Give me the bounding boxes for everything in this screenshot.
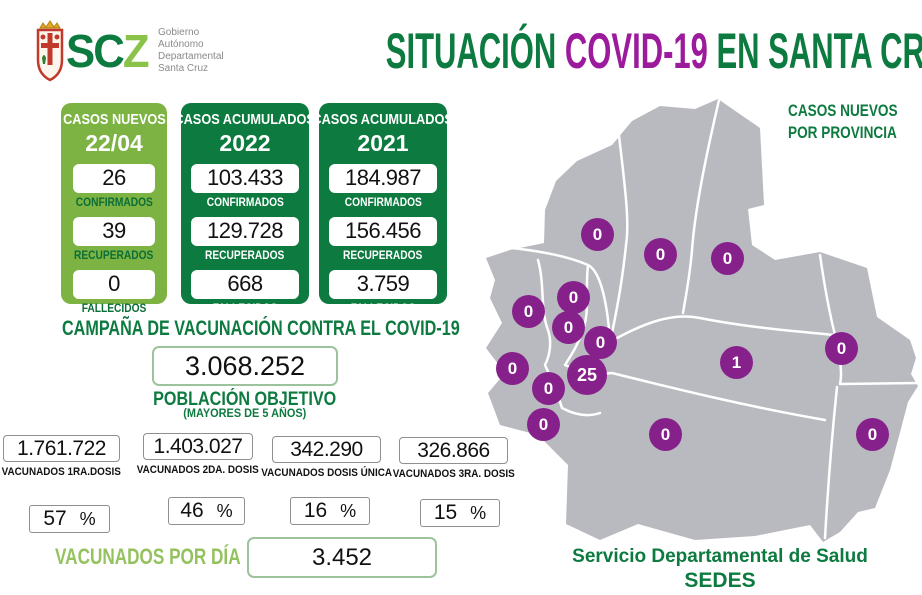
target-population-value: 3.068.252 (152, 346, 338, 386)
per-day-label: VACUNADOS POR DÍA (55, 544, 241, 569)
stat-label: CONFIRMADOS (206, 194, 284, 209)
card-acumulados-2022: CASOS ACUMULADOS 2022 103.433 CONFIRMADO… (175, 103, 315, 315)
sedes-footer: Servicio Departamental de Salud SEDES (540, 546, 900, 593)
per-day-value: 3.452 (247, 537, 437, 578)
dose-value: 1.403.027 (143, 433, 253, 460)
province-case-badge: 1 (720, 346, 753, 379)
province-case-badge: 0 (825, 332, 858, 365)
dose-label: VACUNADOS DOSIS ÚNICA (261, 467, 392, 479)
dose-percent-unica: 16% (290, 497, 370, 525)
province-case-badge: 0 (581, 218, 614, 251)
dose-label: VACUNADOS 2DA. DOSIS (137, 464, 259, 476)
stat-value: 103.433 (191, 163, 299, 193)
page-title: SITUACIÓN COVID-19 EN SANTA CRUZ (385, 23, 922, 79)
coat-of-arms-icon (36, 20, 64, 82)
stat-recuperados: 39 RECUPERADOS (67, 216, 160, 262)
card-acumulados-2021: CASOS ACUMULADOS 2021 184.987 CONFIRMADO… (313, 103, 453, 315)
stat-confirmados: 184.987 CONFIRMADOS (329, 163, 437, 209)
percent-sign: % (79, 508, 96, 529)
target-population-label: POBLACIÓN OBJETIVO (153, 389, 337, 410)
stat-fallecidos: 0 FALLECIDOS (73, 269, 155, 315)
stat-fallecidos: 668 FALLECIDOS (191, 269, 299, 315)
stat-label: FALLECIDOS (350, 300, 416, 315)
province-case-badge: 0 (644, 238, 677, 271)
percent-sign: % (470, 502, 487, 523)
stat-label: FALLECIDOS (81, 300, 147, 315)
dose-percent-1ra: 57% (29, 505, 110, 533)
dose-label: VACUNADOS 1RA.DOSIS (1, 466, 122, 478)
stat-confirmados: 103.433 CONFIRMADOS (191, 163, 299, 209)
stat-value: 668 (191, 269, 299, 299)
stat-label: FALLECIDOS (212, 300, 278, 315)
province-case-badge: 0 (496, 352, 529, 385)
stat-label: CONFIRMADOS (344, 194, 422, 209)
province-case-badge: 0 (856, 418, 889, 451)
stat-value: 184.987 (329, 163, 437, 193)
card-title: CASOS NUEVOS (62, 111, 166, 128)
logo-acronym: SCZ (66, 25, 150, 77)
dose-value: 1.761.722 (3, 435, 120, 462)
stat-label: CONFIRMADOS (75, 194, 153, 209)
sedes-name: Servicio Departamental de Salud (572, 546, 868, 567)
percent-sign: % (340, 500, 357, 521)
stat-confirmados: 26 CONFIRMADOS (69, 163, 160, 209)
province-case-badge: 0 (584, 326, 617, 359)
percent-value: 57 (43, 507, 67, 530)
logo-org-name: Gobierno Autónomo Departamental Santa Cr… (158, 27, 224, 74)
province-case-badge: 0 (711, 242, 744, 275)
stat-fallecidos: 3.759 FALLECIDOS (329, 269, 437, 315)
stat-value: 39 (72, 216, 155, 246)
dose-column-3ra: 326.866 VACUNADOS 3RA. DOSIS (393, 437, 514, 480)
card-year: 2021 (357, 129, 409, 156)
stat-value: 0 (73, 269, 155, 299)
card-date: 22/04 (85, 129, 143, 156)
percent-sign: % (216, 500, 233, 521)
dose-value: 342.290 (272, 436, 381, 463)
dose-percent-3ra: 15% (420, 499, 500, 527)
stat-recuperados: 129.728 RECUPERADOS (191, 216, 299, 262)
percent-value: 15 (433, 501, 458, 524)
dose-column-2da: 1.403.027 VACUNADOS 2DA. DOSIS (137, 433, 259, 476)
stat-label: RECUPERADOS (74, 247, 154, 262)
card-year: 2022 (219, 129, 271, 156)
stat-value: 129.728 (191, 216, 299, 246)
province-case-badge: 0 (527, 408, 560, 441)
dose-label: VACUNADOS 3RA. DOSIS (392, 468, 515, 480)
percent-value: 16 (303, 499, 328, 522)
map-shape (486, 98, 920, 542)
percent-value: 46 (180, 499, 204, 522)
province-case-badge: 0 (557, 281, 590, 314)
stat-label: RECUPERADOS (205, 247, 285, 262)
stat-value: 3.759 (329, 269, 437, 299)
stat-value: 156.456 (329, 216, 437, 246)
gobierno-santa-cruz-logo: SCZ Gobierno Autónomo Departamental Sant… (34, 20, 224, 82)
province-case-badge: 0 (512, 295, 545, 328)
province-case-badge: 25 (567, 355, 607, 395)
card-casos-nuevos: CASOS NUEVOS 22/04 26 CONFIRMADOS 39 REC… (61, 103, 167, 315)
stat-label: RECUPERADOS (343, 247, 423, 262)
map-title: CASOS NUEVOS POR PROVINCIA (788, 101, 898, 143)
santa-cruz-province-map: 0 0 0 0 0 0 0 0 25 0 0 1 0 0 0 (480, 95, 922, 550)
card-title: CASOS ACUMULADOS (174, 111, 316, 128)
dose-percent-2da: 46% (168, 497, 245, 525)
stat-recuperados: 156.456 RECUPERADOS (329, 216, 437, 262)
sedes-acronym: SEDES (684, 569, 756, 592)
dose-value: 326.866 (399, 437, 508, 464)
stat-value: 26 (72, 163, 155, 193)
province-case-badge: 0 (552, 311, 585, 344)
province-case-badge: 0 (649, 418, 682, 451)
province-case-badge: 0 (532, 372, 565, 405)
dose-column-unica: 342.290 VACUNADOS DOSIS ÚNICA (261, 436, 392, 479)
campaign-title: CAMPAÑA DE VACUNACIÓN CONTRA EL COVID-19 (62, 317, 460, 340)
dose-column-1ra: 1.761.722 VACUNADOS 1RA.DOSIS (2, 435, 121, 478)
card-title: CASOS ACUMULADOS (312, 111, 454, 128)
target-population-sublabel: (MAYORES DE 5 AÑOS) (183, 408, 307, 420)
map-outline (486, 99, 918, 542)
